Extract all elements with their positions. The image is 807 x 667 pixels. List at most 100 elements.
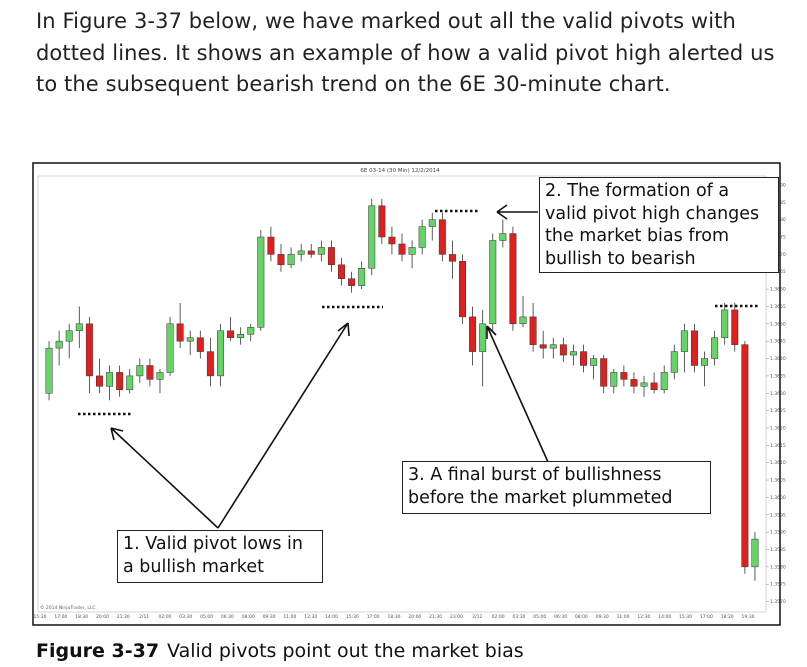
- candle-body: [388, 236, 396, 245]
- candle-body: [55, 340, 63, 349]
- x-tick-label: 18:30: [721, 614, 734, 620]
- candle-body: [247, 327, 255, 335]
- candle-body: [106, 372, 114, 387]
- caption-label: Figure 3-37: [36, 640, 160, 662]
- candle-body: [368, 205, 376, 269]
- x-tick-label: 18:30: [75, 614, 88, 620]
- candle-body: [217, 330, 224, 377]
- y-tick-label: 1.3625: [770, 408, 786, 414]
- x-tick-label: 14:00: [658, 614, 671, 620]
- candle-body: [186, 337, 194, 342]
- y-tick-label: 1.3630: [770, 391, 786, 397]
- y-tick-label: 1.3610: [770, 460, 786, 466]
- candle-body: [660, 372, 668, 391]
- x-tick-label: 02:00: [492, 614, 505, 620]
- candle-body: [378, 205, 386, 238]
- x-tick-label: 21:30: [429, 614, 442, 620]
- y-tick-label: 1.3605: [770, 478, 786, 484]
- y-tick-label: 1.3600: [770, 495, 786, 501]
- annotation: 1. Valid pivot lows in a bullish market: [117, 530, 323, 583]
- candle-body: [721, 309, 729, 338]
- candle-body: [741, 344, 749, 568]
- candle-body: [479, 323, 487, 352]
- candle-body: [317, 247, 325, 255]
- arrows: [110, 204, 549, 529]
- x-tick-label: 17:00: [367, 614, 380, 620]
- x-tick-label: 06:30: [554, 614, 567, 620]
- y-tick-label: 1.3620: [770, 425, 786, 431]
- candle-body: [136, 365, 144, 377]
- x-tick-label: 09:30: [263, 614, 276, 620]
- candle-body: [590, 358, 598, 366]
- y-tick-label: 1.3590: [770, 530, 786, 536]
- y-tick-label: 1.3635: [770, 373, 786, 379]
- annotation: 3. A final burst of bullishness before t…: [402, 461, 711, 514]
- candle-body: [751, 538, 759, 568]
- candle-body: [519, 316, 527, 325]
- caption: Figure 3-37 Valid pivots point out the ma…: [36, 640, 524, 662]
- chart-title: 6E 03-14 (30 Min) 12/2/2014: [360, 168, 440, 174]
- candle-body: [701, 358, 709, 366]
- x-tick-label: 2/12: [472, 614, 482, 620]
- candle-body: [166, 323, 174, 373]
- x-tick-label: 17:00: [54, 614, 67, 620]
- annotation: 2. The formation of a valid pivot high c…: [539, 177, 779, 273]
- candle-body: [529, 316, 537, 345]
- x-tick-label: 19:30: [742, 614, 755, 620]
- y-tick-label: 1.3570: [770, 599, 786, 605]
- candle-body: [327, 247, 335, 266]
- y-tick-label: 1.3595: [770, 512, 786, 518]
- y-tick-label: 1.3615: [770, 443, 786, 449]
- paragraph: In Figure 3-37 below, we have marked out…: [36, 9, 775, 96]
- candle-body: [398, 243, 406, 255]
- candle-body: [418, 226, 426, 248]
- y-tick-label: 1.3640: [770, 356, 786, 362]
- candle-body: [287, 254, 295, 266]
- candle-body: [670, 351, 678, 373]
- x-tick-label: 15:30: [346, 614, 359, 620]
- arrow: [110, 427, 219, 529]
- y-tick-label: 1.3660: [770, 287, 786, 293]
- x-tick-label: 06:30: [221, 614, 234, 620]
- x-tick-label: 12:30: [304, 614, 317, 620]
- x-tick-label: 02:00: [158, 614, 171, 620]
- candles: [45, 198, 759, 581]
- candle-body: [297, 250, 305, 255]
- candle-body: [438, 219, 446, 255]
- candle-body: [630, 379, 638, 387]
- candle-body: [650, 382, 658, 391]
- y-tick-label: 1.3645: [770, 339, 786, 345]
- candle-body: [257, 236, 265, 328]
- candle-body: [600, 358, 608, 387]
- candle-body: [680, 330, 688, 352]
- candle-body: [85, 323, 93, 377]
- caption-text: Valid pivots point out the market bias: [167, 640, 524, 662]
- candle-body: [489, 240, 497, 325]
- candle-body: [448, 254, 456, 262]
- x-tick-label: 15:30: [34, 614, 47, 620]
- x-tick-label: 09:30: [596, 614, 609, 620]
- copyright: © 2014 NinjaTrader, LLC: [40, 604, 95, 611]
- x-tick-label: 14:00: [325, 614, 338, 620]
- candle-body: [126, 375, 134, 391]
- y-tick-label: 1.3580: [770, 564, 786, 570]
- x-tick-label: 23:00: [450, 614, 463, 620]
- candle-body: [227, 330, 235, 338]
- candle-body: [338, 264, 345, 279]
- candle-body: [408, 247, 416, 255]
- x-tick-label: 20:00: [408, 614, 421, 620]
- x-tick-label: 11:00: [617, 614, 630, 620]
- candle-body: [610, 372, 618, 387]
- candle-body: [569, 351, 577, 356]
- x-tick-label: 08:00: [575, 614, 588, 620]
- candle-body: [580, 351, 587, 366]
- arrow: [486, 325, 549, 463]
- candle-body: [307, 250, 315, 255]
- x-tick-label: 05:00: [533, 614, 546, 620]
- candle-body: [65, 330, 73, 342]
- candle-body: [459, 261, 466, 318]
- pivot-lines: [78, 209, 758, 416]
- candle-body: [196, 337, 204, 352]
- x-tick-label: 11:00: [283, 614, 296, 620]
